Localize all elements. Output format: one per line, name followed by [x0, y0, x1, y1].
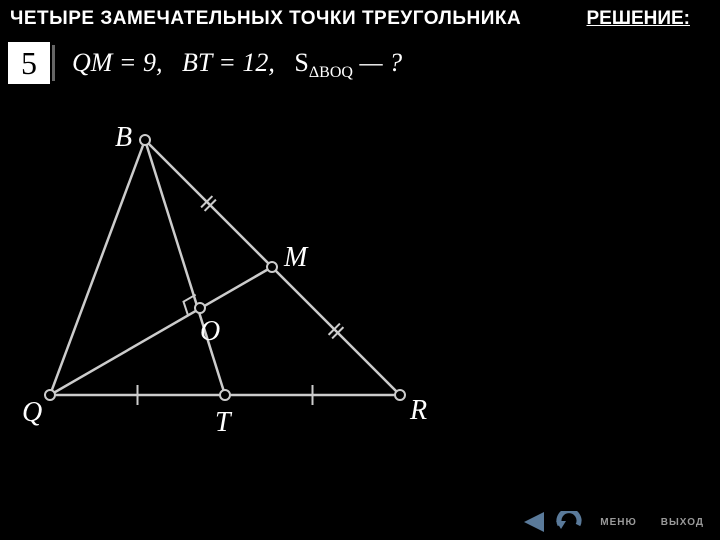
nav-prev-button[interactable] [514, 508, 548, 536]
vertex-label-Q: Q [22, 397, 42, 429]
vertex-label-B: B [115, 122, 132, 154]
given-bt: BT = 12, [182, 48, 275, 77]
number-divider [52, 45, 55, 81]
vertex-label-M: M [284, 242, 307, 274]
problem-statement: QM = 9, BT = 12, SΔBOQ — ? [72, 48, 402, 82]
title-right: РЕШЕНИЕ: [587, 8, 691, 30]
nav-exit-button[interactable]: выход [651, 517, 714, 528]
given-qm: QM = 9, [72, 48, 162, 77]
find-s: S [294, 48, 308, 77]
vertex-label-T: T [215, 407, 231, 439]
problem-number-box: 5 [8, 42, 50, 84]
triangle-diagram [20, 110, 440, 450]
vertex-label-R: R [410, 395, 427, 427]
find-suffix: — ? [353, 48, 402, 77]
title-left: ЧЕТЫРЕ ЗАМЕЧАТЕЛЬНЫХ ТОЧКИ ТРЕУГОЛЬНИКА [10, 8, 521, 30]
nav-return-button[interactable] [552, 508, 586, 536]
nav-bar: меню выход [514, 504, 720, 540]
find-sub: ΔBOQ [309, 64, 353, 81]
problem-number: 5 [21, 45, 37, 82]
vertex-label-O: O [200, 316, 220, 348]
nav-menu-button[interactable]: меню [590, 517, 647, 528]
